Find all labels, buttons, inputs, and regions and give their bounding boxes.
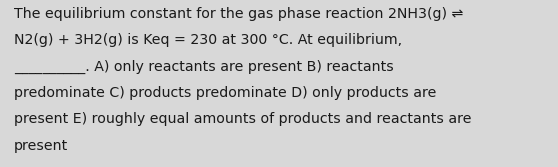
Text: predominate C) products predominate D) only products are: predominate C) products predominate D) o… (14, 86, 436, 100)
Text: The equilibrium constant for the gas phase reaction 2NH3(g) ⇌: The equilibrium constant for the gas pha… (14, 7, 463, 21)
Text: N2(g) + 3H2(g) is Keq = 230 at 300 °C. At equilibrium,: N2(g) + 3H2(g) is Keq = 230 at 300 °C. A… (14, 33, 402, 47)
Text: present: present (14, 139, 68, 153)
Text: present E) roughly equal amounts of products and reactants are: present E) roughly equal amounts of prod… (14, 112, 472, 126)
Text: __________. A) only reactants are present B) reactants: __________. A) only reactants are presen… (14, 59, 394, 74)
